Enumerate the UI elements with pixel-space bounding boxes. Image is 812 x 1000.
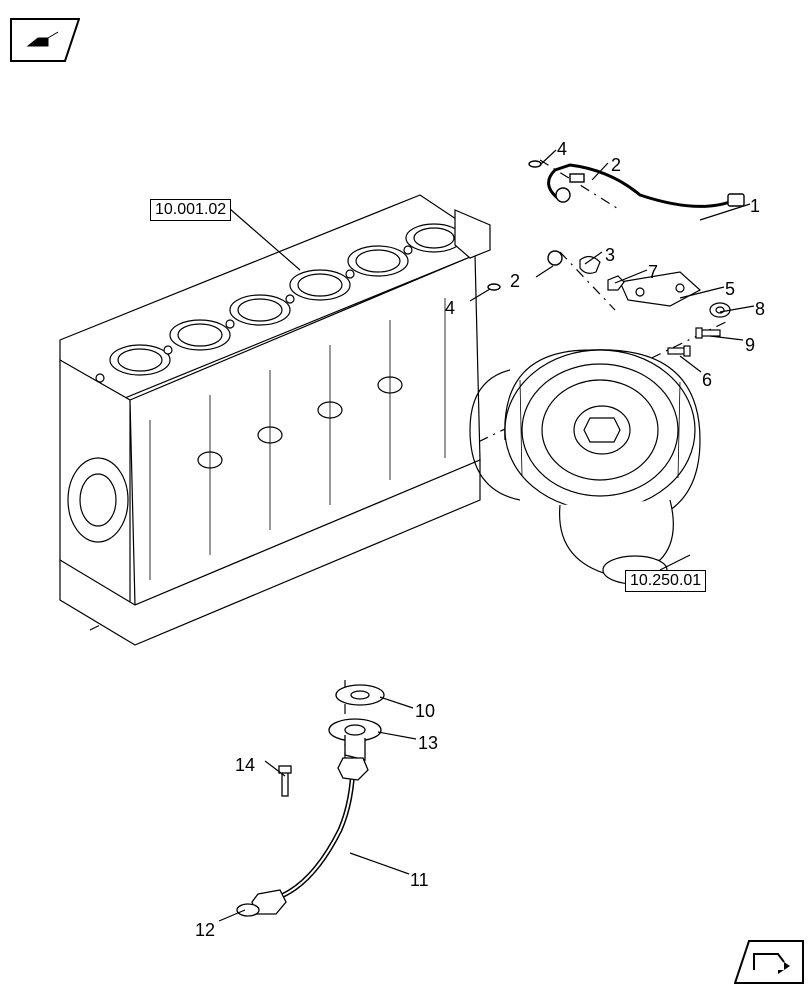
oil-drain [237, 685, 384, 916]
callout-1: 1 [750, 196, 760, 217]
diagram-container: 10.001.02 10.250.01 1 2 2 3 4 4 5 6 7 8 … [0, 0, 812, 1000]
callout-6: 6 [702, 370, 712, 391]
callout-5: 5 [725, 279, 735, 300]
callout-2b: 2 [510, 271, 520, 292]
callout-11: 11 [410, 870, 429, 891]
diagram-svg [0, 0, 812, 1000]
ref-turbo: 10.250.01 [625, 570, 706, 592]
oil-feed-pipe [488, 161, 744, 290]
callout-4a: 4 [557, 139, 567, 160]
callout-13: 13 [418, 733, 438, 754]
callout-2a: 2 [611, 155, 621, 176]
callout-9: 9 [745, 335, 755, 356]
engine-block [60, 195, 490, 645]
callout-12: 12 [195, 920, 215, 941]
callout-8: 8 [755, 299, 765, 320]
callout-4b: 4 [445, 298, 455, 319]
turbocharger [470, 350, 700, 584]
callout-14: 14 [235, 755, 255, 776]
callout-10: 10 [415, 701, 435, 722]
callout-3: 3 [605, 245, 615, 266]
callout-7: 7 [648, 262, 658, 283]
ref-block: 10.001.02 [150, 199, 231, 221]
